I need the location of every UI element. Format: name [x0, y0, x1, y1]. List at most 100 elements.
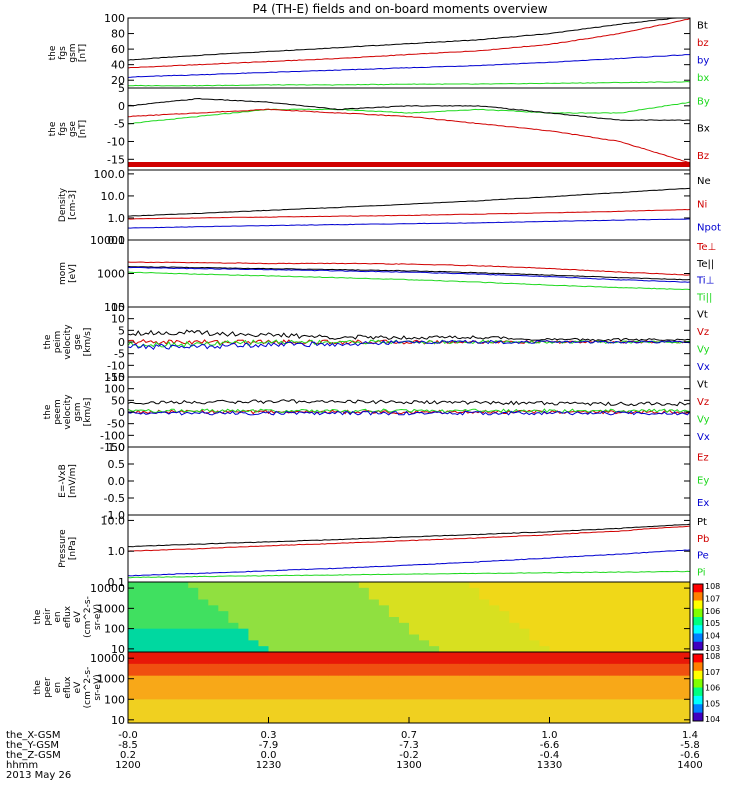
spectrogram-cell — [378, 599, 390, 606]
spectrogram-cell — [288, 622, 300, 630]
spectrogram-cell — [409, 711, 420, 718]
x-row-label: hhmm — [6, 760, 38, 771]
spectrogram-cell — [609, 646, 621, 653]
spectrogram-cell — [178, 634, 189, 641]
spectrogram-cell — [208, 587, 219, 595]
y-tick-label: 10 — [111, 714, 125, 727]
spectrogram-cell — [649, 628, 661, 635]
spectrogram-cell — [629, 657, 641, 665]
spectrogram-cell — [338, 705, 350, 712]
spectrogram-cell — [429, 593, 440, 600]
spectrogram-cell — [559, 646, 571, 653]
spectrogram-cell — [539, 693, 550, 700]
spectrogram-cell — [198, 617, 209, 624]
spectrogram-cell — [529, 593, 540, 600]
spectrogram-cell — [378, 663, 390, 671]
spectrogram-cell — [639, 663, 651, 671]
spectrogram-cell — [208, 646, 219, 653]
colorbar-label: 103 — [705, 644, 720, 653]
spectrogram-cell — [378, 605, 390, 612]
spectrogram-cell — [489, 593, 500, 600]
spectrogram-cell — [629, 646, 641, 653]
spectrogram-cell — [228, 717, 239, 724]
spectrogram-cell — [248, 587, 259, 595]
spectrogram-cell — [198, 628, 209, 635]
spectrogram-cell — [378, 611, 390, 618]
series-line-bz — [127, 18, 691, 69]
series-line-Vx — [127, 410, 691, 416]
spectrogram-cell — [188, 687, 199, 694]
spectrogram-cell — [559, 711, 571, 718]
spectrogram-cell — [198, 711, 209, 718]
spectrogram-cell — [529, 646, 540, 653]
spectrogram-cell — [138, 628, 149, 635]
spectrogram-cell — [499, 582, 510, 589]
spectrogram-cell — [168, 652, 179, 659]
spectrogram-cell — [589, 640, 601, 647]
colorbar-segment — [693, 592, 703, 601]
spectrogram-cell — [388, 634, 400, 641]
spectrogram-cell — [268, 699, 280, 706]
spectrogram-cell — [218, 675, 229, 683]
spectrogram-cell — [388, 599, 400, 606]
spectrogram-cell — [238, 657, 249, 665]
spectrogram-cell — [168, 582, 179, 589]
y-axis-label: [km/s] — [83, 398, 93, 427]
spectrogram-cell — [278, 634, 290, 641]
spectrogram-cell — [559, 634, 571, 641]
spectrogram-cell — [419, 599, 430, 606]
spectrogram-cell — [198, 681, 209, 688]
y-axis-label: velocity — [63, 394, 73, 430]
spectrogram-cell — [479, 699, 490, 706]
spectrogram-cell — [178, 657, 189, 665]
spectrogram-cell — [298, 663, 310, 671]
spectrogram-cell — [328, 634, 340, 641]
x-row-value: -0.4 — [540, 750, 560, 761]
spectrogram-cell — [529, 693, 540, 700]
spectrogram-cell — [529, 599, 540, 606]
spectrogram-cell — [248, 711, 259, 718]
spectrogram-cell — [228, 705, 239, 712]
spectrogram-cell — [589, 587, 601, 595]
spectrogram-cell — [499, 605, 510, 612]
spectrogram-cell — [599, 687, 611, 694]
spectrogram-cell — [188, 693, 199, 700]
spectrogram-cell — [529, 711, 540, 718]
x-row-value: -6.6 — [540, 740, 560, 751]
panel-frame-1 — [127, 87, 691, 171]
spectrogram-cell — [479, 663, 490, 671]
spectrogram-cell — [138, 711, 149, 718]
spectrogram-cell — [198, 587, 209, 595]
spectrogram-cell — [519, 593, 530, 600]
spectrogram-cell — [148, 622, 159, 630]
y-tick-label: -1.0 — [104, 509, 125, 522]
spectrogram-cell — [509, 705, 520, 712]
y-axis-label: peer — [43, 677, 53, 698]
y-axis-label: the — [33, 680, 43, 695]
spectrogram-cell — [298, 582, 310, 589]
spectrogram-cell — [298, 611, 310, 618]
spectrogram-cell — [439, 582, 450, 589]
spectrogram-cell — [138, 593, 149, 600]
spectrogram-cell — [208, 717, 219, 724]
spectrogram-cell — [509, 652, 520, 659]
legend-entry: Ne — [697, 176, 711, 187]
spectrogram-cell — [559, 669, 571, 677]
spectrogram-cell — [248, 705, 259, 712]
spectrogram-cell — [539, 599, 550, 606]
legend-entry: Bx — [697, 124, 710, 135]
spectrogram-cell — [388, 687, 400, 694]
spectrogram-cell — [128, 711, 139, 718]
spectrogram-cell — [358, 681, 370, 688]
spectrogram-cell — [218, 699, 229, 706]
spectrogram-cell — [128, 617, 139, 624]
spectrogram-cell — [148, 711, 159, 718]
spectrogram-cell — [178, 717, 189, 724]
spectrogram-cell — [629, 634, 641, 641]
series-line-Pe — [127, 549, 691, 577]
spectrogram-cell — [549, 687, 561, 694]
spectrogram-cell — [669, 652, 681, 659]
spectrogram-cell — [268, 675, 280, 683]
spectrogram-cell — [449, 705, 460, 712]
spectrogram-cell — [368, 611, 380, 618]
